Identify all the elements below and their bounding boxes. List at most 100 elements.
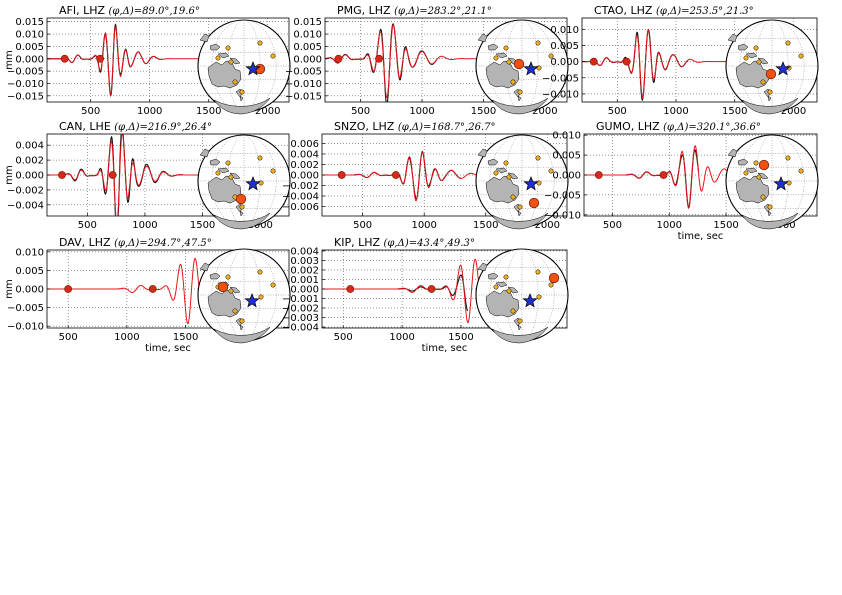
x-tick-label: 500 bbox=[608, 106, 627, 117]
y-tick-label: −0.005 bbox=[285, 67, 322, 78]
x-tick-label: 1000 bbox=[657, 220, 682, 231]
inset-globe bbox=[197, 19, 291, 115]
x-tick-label: 1500 bbox=[713, 220, 738, 231]
x-axis-label: time, sec bbox=[678, 231, 724, 242]
inset-globe bbox=[475, 248, 569, 344]
x-tick-label: 1500 bbox=[190, 220, 215, 231]
station-marker bbox=[506, 288, 512, 294]
y-tick-label: 0.000 bbox=[552, 171, 581, 182]
station-channel: DAV, LHZ bbox=[59, 236, 114, 249]
station-channel: KIP, LHZ bbox=[334, 236, 384, 249]
station-marker bbox=[785, 155, 791, 161]
y-tick-label: −0.004 bbox=[282, 192, 319, 203]
phase-pick-marker bbox=[337, 171, 346, 179]
azimuth-distance: (φ,Δ)=320.1°,36.6° bbox=[663, 122, 761, 133]
azimuth-distance: (φ,Δ)=253.5°,21.3° bbox=[656, 6, 754, 17]
y-tick-label: 0.005 bbox=[550, 41, 579, 52]
panel-title: SNZO, LHZ (φ,Δ)=168.7°,26.7° bbox=[334, 120, 496, 133]
station-marker bbox=[215, 55, 221, 61]
y-tick-label: −0.005 bbox=[542, 73, 579, 84]
event-star-icon bbox=[245, 176, 261, 191]
panel-title: CTAO, LHZ (φ,Δ)=253.5°,21.3° bbox=[594, 4, 754, 17]
y-tick-label: −0.006 bbox=[282, 202, 319, 213]
x-tick-label: 500 bbox=[603, 220, 622, 231]
y-tick-label: −0.005 bbox=[7, 303, 44, 314]
active-station-marker bbox=[765, 68, 777, 80]
station-marker bbox=[510, 308, 516, 314]
station-marker bbox=[510, 79, 516, 85]
station-marker bbox=[785, 40, 791, 46]
station-marker bbox=[225, 274, 231, 280]
station-marker bbox=[753, 160, 759, 166]
y-tick-label: −0.002 bbox=[7, 185, 44, 196]
station-marker bbox=[743, 55, 749, 61]
y-tick-label: −0.010 bbox=[7, 79, 44, 90]
station-marker bbox=[767, 89, 773, 95]
x-tick-label: 2000 bbox=[247, 220, 272, 231]
x-axis-label: time, sec bbox=[422, 343, 468, 354]
station-marker bbox=[257, 269, 263, 275]
station-marker bbox=[506, 174, 512, 180]
phase-pick-marker bbox=[58, 171, 66, 179]
antarctica-landmass bbox=[741, 97, 799, 115]
x-tick-label: 2000 bbox=[532, 106, 557, 117]
station-marker bbox=[506, 59, 512, 65]
station-marker bbox=[270, 168, 276, 174]
station-channel: CTAO, LHZ bbox=[594, 4, 656, 17]
phase-pick-marker bbox=[589, 57, 598, 66]
inset-globe bbox=[475, 134, 569, 230]
x-tick-label: 500 bbox=[353, 220, 372, 231]
panel-title: CAN, LHE (φ,Δ)=216.9°,26.4° bbox=[59, 120, 212, 133]
y-tick-label: 0.010 bbox=[293, 30, 322, 41]
y-tick-label: 0.010 bbox=[550, 25, 579, 36]
y-tick-label: 0.015 bbox=[293, 17, 322, 28]
y-tick-label: −0.010 bbox=[542, 89, 579, 100]
station-marker bbox=[232, 79, 238, 85]
x-tick-label: 1500 bbox=[196, 106, 221, 117]
panel-gumo: 500100015002000−0.010−0.0050.0000.0050.0… bbox=[544, 120, 819, 242]
asia-landmass bbox=[727, 148, 738, 158]
phase-pick-marker bbox=[148, 285, 157, 293]
x-tick-label: 1500 bbox=[722, 106, 747, 117]
station-marker bbox=[548, 168, 554, 174]
islands-landmass bbox=[487, 158, 519, 180]
asia-landmass bbox=[199, 148, 210, 158]
station-marker bbox=[510, 194, 516, 200]
y-tick-label: 0.005 bbox=[15, 42, 44, 53]
station-marker bbox=[760, 79, 766, 85]
panel-dav: 500100015002000−0.010−0.0050.0000.0050.0… bbox=[4, 236, 291, 354]
x-tick-label: 1000 bbox=[663, 106, 688, 117]
event-star-icon bbox=[775, 61, 791, 76]
x-tick-label: 500 bbox=[334, 332, 353, 343]
phase-pick-marker bbox=[659, 171, 668, 179]
x-tick-label: 1500 bbox=[471, 106, 496, 117]
panel-kip: 500100015002000−0.004−0.003−0.002−0.0010… bbox=[282, 236, 569, 354]
inset-globe bbox=[475, 19, 569, 115]
y-tick-label: 0.000 bbox=[293, 54, 322, 65]
y-tick-label: 0.002 bbox=[290, 265, 319, 276]
event-star-icon bbox=[773, 176, 789, 191]
panel-title: KIP, LHZ (φ,Δ)=43.4°,49.3° bbox=[334, 236, 475, 249]
y-tick-label: 0.010 bbox=[15, 30, 44, 41]
azimuth-distance: (φ,Δ)=168.7°,26.7° bbox=[398, 122, 496, 133]
station-channel: PMG, LHZ bbox=[337, 4, 394, 17]
station-marker bbox=[798, 53, 804, 59]
y-tick-label: −0.010 bbox=[285, 79, 322, 90]
azimuth-distance: (φ,Δ)=294.7°,47.5° bbox=[114, 238, 212, 249]
station-marker bbox=[503, 160, 509, 166]
x-tick-label: 500 bbox=[351, 106, 370, 117]
azimuth-distance: (φ,Δ)=283.2°,21.1° bbox=[394, 6, 492, 17]
station-marker bbox=[503, 274, 509, 280]
panel-ctao: 500 1000 1500 2000 −0.010 −0.005 0.000 0.005 0.0… bbox=[542, 4, 819, 117]
y-tick-label: 0.010 bbox=[552, 131, 581, 142]
y-tick-label: −0.010 bbox=[7, 322, 44, 333]
y-tick-label: −0.001 bbox=[282, 294, 319, 305]
station-marker bbox=[493, 170, 499, 176]
active-station-marker bbox=[528, 197, 540, 209]
y-tick-label: −0.002 bbox=[282, 181, 319, 192]
x-tick-label: 1000 bbox=[389, 332, 414, 343]
station-marker bbox=[232, 308, 238, 314]
station-marker bbox=[225, 45, 231, 51]
station-channel: AFI, LHZ bbox=[59, 4, 109, 17]
station-marker bbox=[535, 40, 541, 46]
